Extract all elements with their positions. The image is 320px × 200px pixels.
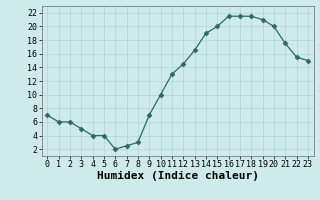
X-axis label: Humidex (Indice chaleur): Humidex (Indice chaleur): [97, 171, 259, 181]
